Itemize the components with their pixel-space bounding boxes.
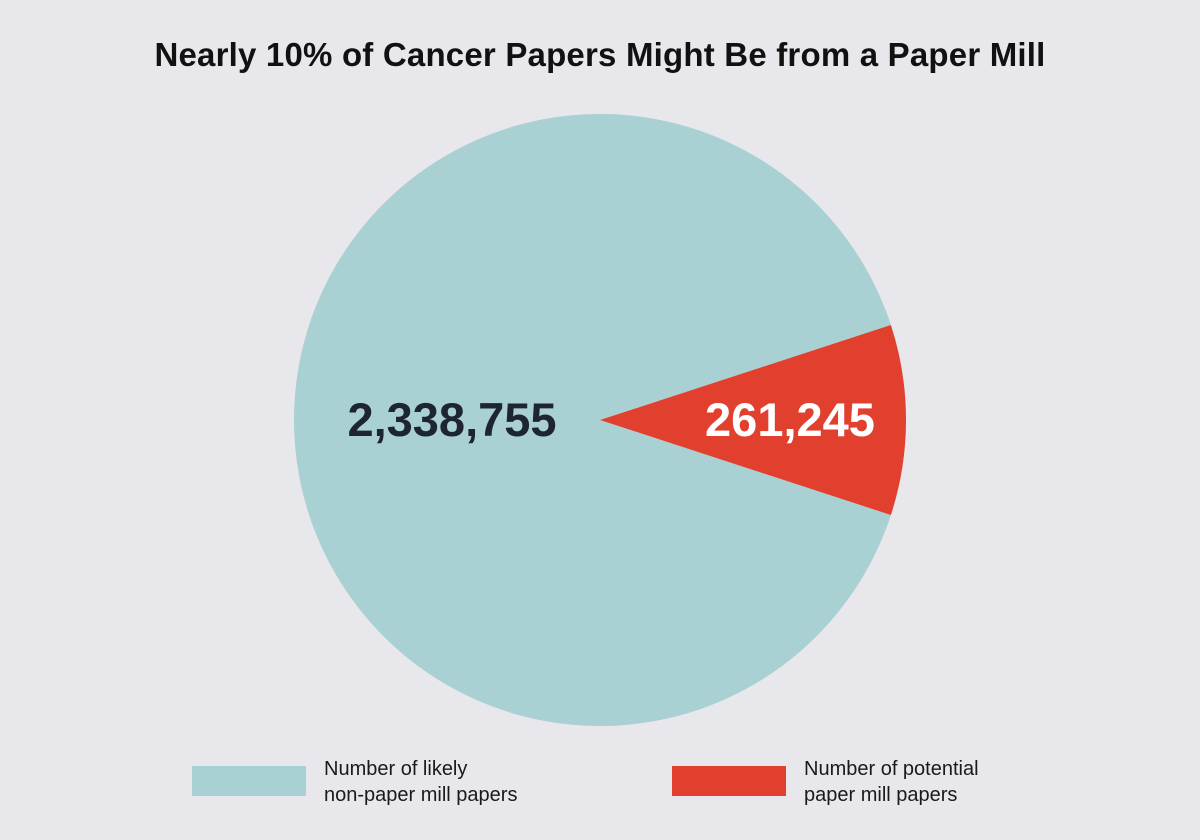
legend-label-paper-mill: Number of potential paper mill papers bbox=[804, 756, 1054, 808]
slice-value-label-non-paper-mill: 2,338,755 bbox=[347, 393, 556, 446]
legend-label-line2: non-paper mill papers bbox=[324, 784, 518, 806]
legend-item-non-paper-mill: Number of likely non-paper mill papers bbox=[192, 756, 574, 808]
legend-item-paper-mill: Number of potential paper mill papers bbox=[672, 756, 1054, 808]
legend-label-line2: paper mill papers bbox=[804, 784, 958, 806]
pie-slice-non-paper-mill bbox=[294, 114, 891, 727]
pie-slice-paper-mill bbox=[600, 325, 907, 515]
legend-swatch-paper-mill bbox=[672, 766, 786, 796]
legend-swatch-non-paper-mill bbox=[192, 766, 306, 796]
legend-label-line1: Number of potential bbox=[804, 758, 979, 780]
chart-title: Nearly 10% of Cancer Papers Might Be fro… bbox=[154, 36, 1046, 73]
legend-label-line1: Number of likely bbox=[324, 758, 468, 780]
slice-value-label-paper-mill: 261,245 bbox=[705, 393, 875, 446]
legend-label-non-paper-mill: Number of likely non-paper mill papers bbox=[324, 756, 574, 808]
